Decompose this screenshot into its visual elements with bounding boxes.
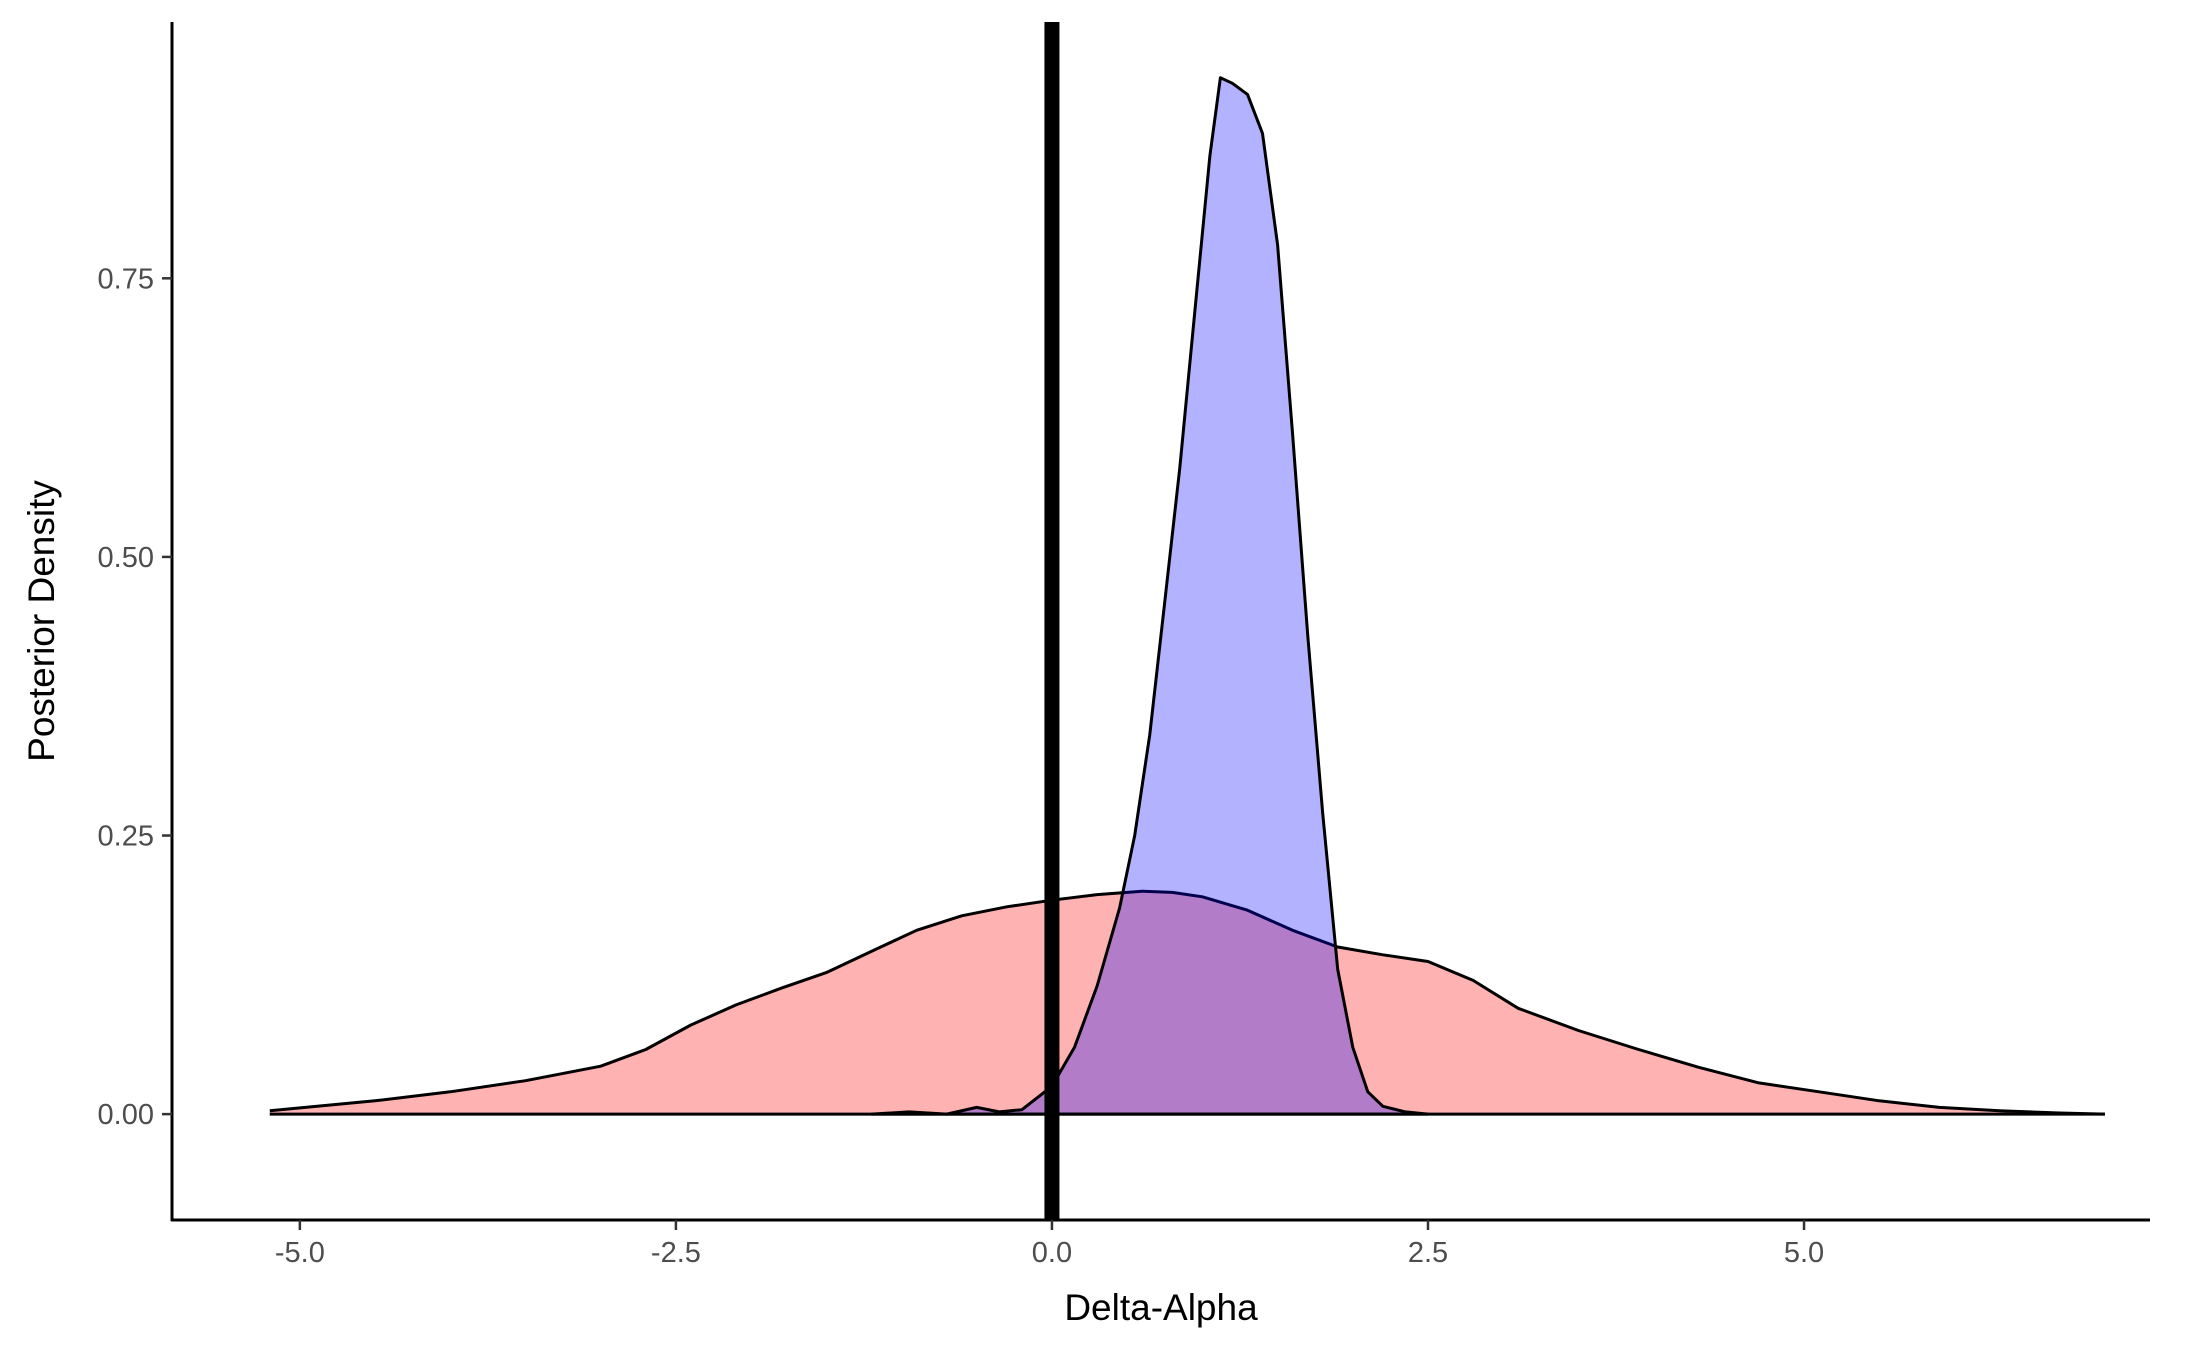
density-areas: [269, 76, 2105, 1116]
density-outline-2: [871, 76, 1429, 1116]
ticks: -5.0 -2.5 0.0 2.5 5.0 0.00 0.25 0.50 0.75: [98, 263, 1825, 1269]
x-tick-label: -2.5: [651, 1237, 701, 1269]
y-tick-label: 0.75: [98, 263, 154, 295]
y-tick-label: 0.25: [98, 821, 154, 853]
x-tick-label: 5.0: [1784, 1237, 1824, 1269]
x-tick-label: 2.5: [1408, 1237, 1448, 1269]
x-tick-label: -5.0: [275, 1237, 325, 1269]
y-tick-label: 0.50: [98, 542, 154, 574]
x-tick-label: 0.0: [1032, 1237, 1072, 1269]
density-area-2: [871, 77, 1428, 1115]
y-axis-title: Posterior Density: [21, 480, 62, 762]
axes: [170, 22, 2150, 1222]
y-tick-label: 0.00: [98, 1099, 154, 1131]
density-outline-1: [269, 889, 2105, 1116]
x-axis-title: Delta-Alpha: [1064, 1287, 1258, 1328]
density-area-1: [269, 891, 2105, 1115]
